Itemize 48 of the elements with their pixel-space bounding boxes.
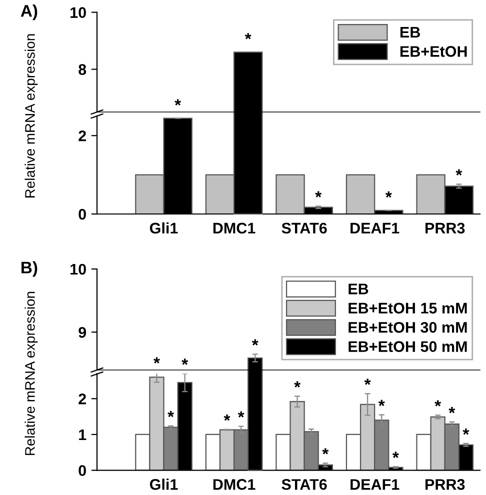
- legend-label: EB+EtOH: [400, 46, 467, 57]
- annotation: *: [448, 407, 456, 414]
- annotation: *: [252, 339, 258, 346]
- x-tick-label: DEAF1: [350, 479, 400, 490]
- annotation: *: [322, 448, 329, 454]
- legend-label: EB+EtOH 50 mM: [348, 341, 467, 352]
- y-tick-label: 9: [78, 326, 86, 338]
- chart-title: B): [22, 261, 38, 277]
- annotation: *: [168, 410, 174, 418]
- legend-label: EB: [400, 27, 420, 38]
- y-tick-label: 0: [78, 465, 86, 476]
- y-tick-label: 10: [70, 264, 86, 275]
- x-tick-label: STAT6: [282, 479, 327, 490]
- y-tick-label: 2: [78, 130, 86, 142]
- y-tick-label: 0: [78, 208, 86, 220]
- annotation: *: [244, 33, 252, 40]
- annotation: *: [392, 452, 399, 458]
- y-tick-label: 10: [70, 7, 86, 18]
- annotation: *: [154, 357, 160, 364]
- annotation: *: [224, 414, 230, 421]
- x-tick-label: PRR3: [426, 222, 465, 234]
- x-tick-label: Gli1: [150, 478, 178, 490]
- x-tick-label: STAT6: [282, 222, 327, 234]
- y-tick-label: 2: [78, 394, 86, 404]
- annotation: *: [174, 99, 182, 106]
- annotation: *: [315, 191, 322, 198]
- annotation: *: [364, 378, 371, 385]
- annotation: *: [182, 358, 188, 365]
- y-axis-title: Relative mRNA expression: [24, 34, 38, 198]
- annotation: *: [378, 400, 385, 406]
- annotation: *: [434, 400, 442, 406]
- annotation: *: [238, 411, 244, 418]
- annotation: *: [385, 191, 392, 198]
- x-tick-label: DEAF1: [350, 222, 400, 234]
- annotation: *: [462, 428, 470, 435]
- annotation: *: [456, 169, 462, 176]
- y-tick-label: 1: [79, 430, 86, 440]
- chart-title: A): [20, 4, 38, 20]
- legend-label: EB: [348, 284, 368, 294]
- y-axis-title: Relative mRNA expression: [24, 292, 38, 456]
- x-tick-label: Gli1: [150, 222, 178, 234]
- x-tick-label: DMC1: [213, 479, 256, 490]
- legend-label: EB+EtOH 15 mM: [348, 302, 467, 314]
- x-tick-label: PRR3: [426, 479, 465, 490]
- annotation: *: [294, 381, 301, 388]
- x-tick-label: DMC1: [213, 222, 256, 234]
- legend-label: EB+EtOH 30 mM: [348, 322, 467, 333]
- y-tick-label: 8: [78, 64, 86, 75]
